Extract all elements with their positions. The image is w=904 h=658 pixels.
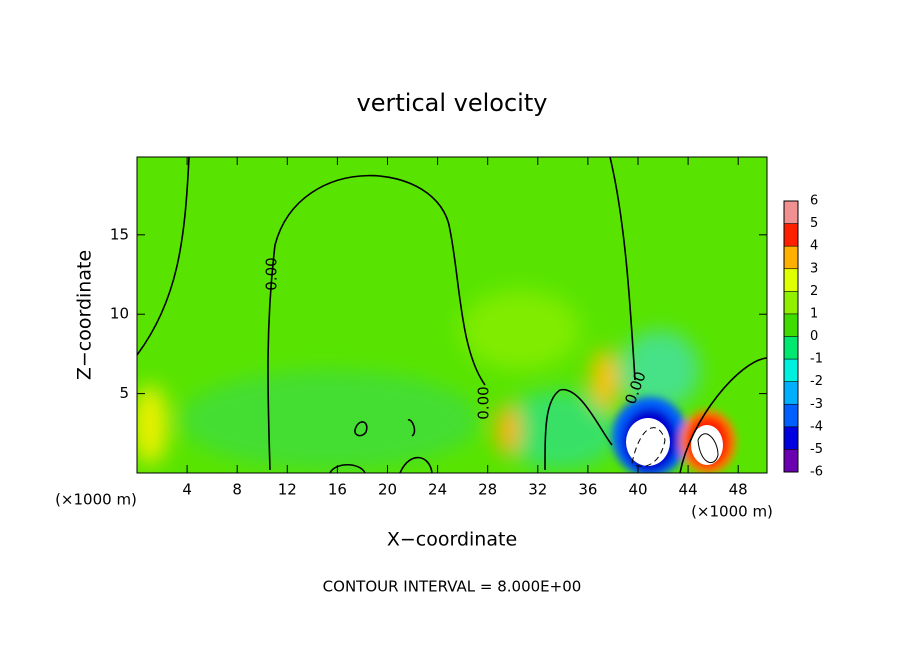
colorbar-tick-label: 2 bbox=[810, 284, 818, 299]
colorbar-band bbox=[784, 268, 798, 292]
colorbar-band bbox=[784, 426, 798, 450]
x-axis-label: X−coordinate bbox=[387, 529, 517, 551]
x-tick-label: 24 bbox=[428, 481, 447, 499]
x-tick-label: 32 bbox=[528, 481, 547, 499]
colorbar-tick-label: 1 bbox=[810, 306, 818, 321]
x-tick-label: 16 bbox=[328, 481, 347, 499]
colorbar-tick-label: -6 bbox=[810, 465, 823, 480]
x-tick-label: 12 bbox=[278, 481, 297, 499]
x-tick-label: 44 bbox=[679, 481, 698, 499]
colorbar-band bbox=[784, 313, 798, 337]
chart-title: vertical velocity bbox=[357, 89, 548, 117]
colorbar-tick-label: 3 bbox=[810, 261, 818, 276]
x-tick-label: 36 bbox=[578, 481, 597, 499]
colorbar-tick-label: 4 bbox=[810, 239, 818, 254]
x-tick-label: 20 bbox=[378, 481, 397, 499]
y-axis-label: Z−coordinate bbox=[74, 250, 96, 380]
colorbar-tick-label: 5 bbox=[810, 216, 818, 231]
x-tick-label: 4 bbox=[182, 481, 192, 499]
plot-frame bbox=[136, 156, 768, 474]
colorbar-band bbox=[784, 246, 798, 269]
x-tick-label: 48 bbox=[729, 481, 748, 499]
contour-label: 0.00 bbox=[475, 386, 493, 419]
contour-label: 0.00 bbox=[263, 257, 281, 290]
colorbar-band bbox=[784, 291, 798, 314]
x-unit-label: (×1000 m) bbox=[691, 503, 773, 521]
footer-note: CONTOUR INTERVAL = 8.000E+00 bbox=[323, 578, 582, 596]
x-unit-label: (×1000 m) bbox=[55, 491, 137, 509]
colorbar-band bbox=[784, 359, 798, 382]
colorbar-tick-label: -2 bbox=[810, 374, 823, 389]
colorbar-band bbox=[784, 449, 798, 472]
y-tick-label: 10 bbox=[110, 305, 129, 323]
colorbar-band bbox=[784, 201, 798, 224]
colorbar-band bbox=[784, 404, 798, 427]
field bbox=[137, 157, 767, 473]
colorbar-tick-label: -4 bbox=[810, 419, 823, 434]
colorbar-band bbox=[784, 336, 798, 360]
x-tick-label: 40 bbox=[628, 481, 647, 499]
colorbar-band bbox=[784, 381, 798, 405]
colorbar-tick-label: -5 bbox=[810, 442, 823, 457]
colorbar-tick-label: 0 bbox=[810, 329, 818, 344]
y-tick-label: 15 bbox=[110, 225, 129, 243]
colorbar-tick-label: -1 bbox=[810, 352, 823, 367]
colorbar-tick-label: 6 bbox=[810, 194, 818, 209]
x-tick-label: 28 bbox=[478, 481, 497, 499]
colorbar-band bbox=[784, 223, 798, 247]
y-tick-label: 5 bbox=[119, 384, 129, 402]
colorbar-tick-label: -3 bbox=[810, 397, 823, 412]
x-tick-label: 8 bbox=[232, 481, 242, 499]
